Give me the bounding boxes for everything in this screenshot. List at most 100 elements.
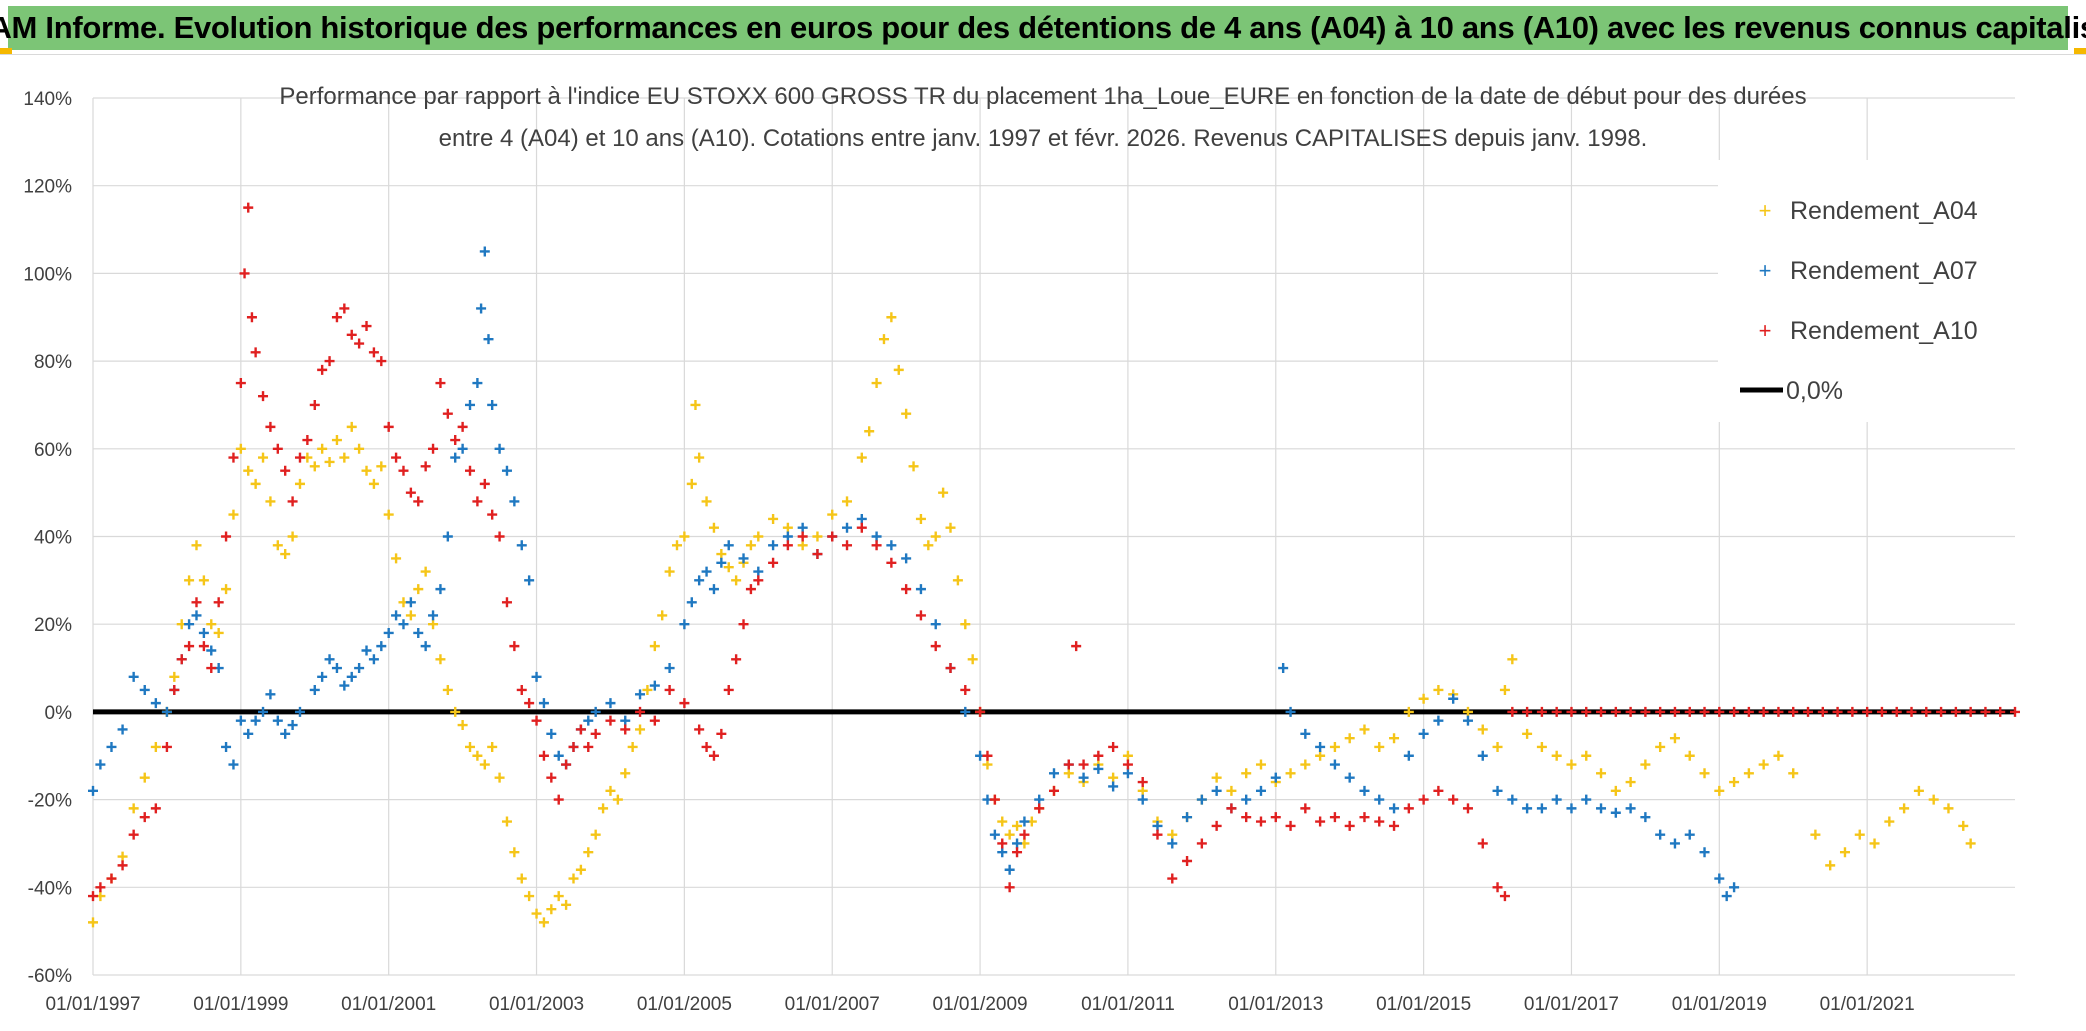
data-point [95, 882, 106, 893]
data-point [568, 741, 579, 752]
data-point [1655, 829, 1666, 840]
data-point [531, 671, 542, 682]
data-point [731, 654, 742, 665]
data-point [450, 452, 461, 463]
data-point [620, 715, 631, 726]
data-point [479, 759, 490, 770]
data-point [1581, 750, 1592, 761]
data-point [317, 443, 328, 454]
data-point [878, 334, 889, 345]
data-point [501, 465, 512, 476]
legend-label-a10: Rendement_A10 [1790, 317, 1978, 345]
data-point [302, 435, 313, 446]
data-point [531, 908, 542, 919]
data-point [1625, 803, 1636, 814]
data-point [945, 663, 956, 674]
data-point [1551, 794, 1562, 805]
data-point [1773, 750, 1784, 761]
data-point [1832, 706, 1843, 717]
data-point [716, 549, 727, 560]
data-point [405, 487, 416, 498]
data-point [871, 531, 882, 542]
data-point [1389, 820, 1400, 831]
data-point [1448, 693, 1459, 704]
data-point [391, 610, 402, 621]
data-point [1137, 785, 1148, 796]
data-point [1522, 803, 1533, 814]
data-point [368, 478, 379, 489]
data-point [324, 654, 335, 665]
data-point [753, 566, 764, 577]
data-point [331, 435, 342, 446]
data-point [782, 540, 793, 551]
x-tick-label: 01/01/2017 [1524, 994, 1619, 1015]
data-point [989, 829, 1000, 840]
data-point [2010, 706, 2020, 717]
data-point [1492, 785, 1503, 796]
data-point [1788, 768, 1799, 779]
data-point [228, 759, 239, 770]
data-point [982, 750, 993, 761]
legend-entry-a10: + Rendement_A10 [1759, 317, 1978, 345]
data-point [324, 456, 335, 467]
data-point [531, 715, 542, 726]
data-point [901, 584, 912, 595]
data-point [479, 478, 490, 489]
data-point [309, 461, 320, 472]
data-point [1004, 829, 1015, 840]
data-point [627, 741, 638, 752]
data-point [479, 246, 490, 257]
data-point [1241, 768, 1252, 779]
data-point [1891, 706, 1902, 717]
data-point [139, 812, 150, 823]
legend-label-a04: Rendement_A04 [1790, 197, 1978, 225]
data-point [139, 684, 150, 695]
data-point [1019, 816, 1030, 827]
data-point [553, 891, 564, 902]
data-point [1403, 803, 1414, 814]
data-point [1285, 820, 1296, 831]
data-point [553, 750, 564, 761]
data-point [960, 619, 971, 630]
data-point [812, 531, 823, 542]
data-point [1359, 812, 1370, 823]
data-point [952, 575, 963, 586]
data-point [487, 509, 498, 520]
y-tick-label: 140% [23, 89, 72, 110]
data-point [1004, 864, 1015, 875]
data-point [428, 619, 439, 630]
data-point [243, 728, 254, 739]
data-point [960, 684, 971, 695]
data-point [768, 513, 779, 524]
data-point [605, 698, 616, 709]
data-point [95, 759, 106, 770]
y-axis-ticks: 140% 120% 100% 80% 60% 40% 20% 0% -20% -40% -60% [23, 89, 72, 987]
data-point [280, 465, 291, 476]
data-point [1958, 820, 1969, 831]
data-point [1137, 794, 1148, 805]
data-point [1211, 785, 1222, 796]
data-point [620, 724, 631, 735]
data-point [272, 443, 283, 454]
data-point [294, 706, 305, 717]
data-point [428, 610, 439, 621]
data-point [361, 465, 372, 476]
data-point [1825, 860, 1836, 871]
data-point [856, 522, 867, 533]
data-point [745, 584, 756, 595]
chart-frame [0, 54, 2086, 1031]
series-rendement-a10 [88, 202, 2020, 902]
y-tick-label: -60% [28, 966, 72, 987]
data-point [184, 641, 195, 652]
data-point [1936, 706, 1947, 717]
data-point [169, 684, 180, 695]
data-point [1329, 812, 1340, 823]
data-point [339, 680, 350, 691]
data-point [213, 597, 224, 608]
data-point [871, 540, 882, 551]
data-point [287, 496, 298, 507]
data-point [1270, 812, 1281, 823]
data-point [886, 540, 897, 551]
data-point [1566, 803, 1577, 814]
x-tick-label: 01/01/2001 [341, 994, 436, 1015]
